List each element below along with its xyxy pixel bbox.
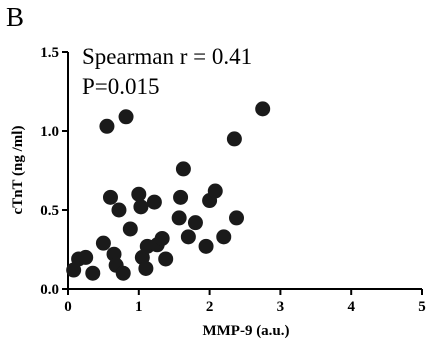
data-point [216, 229, 232, 245]
axes: 0 1 2 3 4 5 0.0 0.5 1.0 1.5 [40, 45, 426, 315]
y-tick-label: 1.0 [40, 124, 59, 140]
data-point [118, 109, 134, 125]
data-point [255, 101, 271, 117]
data-point [180, 229, 196, 245]
data-point [146, 194, 162, 210]
data-point [226, 131, 242, 147]
data-point [102, 189, 118, 205]
p-value-text: P=0.015 [82, 74, 160, 99]
data-point [95, 235, 111, 251]
data-point [158, 251, 174, 267]
x-tick-label: 4 [347, 299, 355, 315]
data-point [122, 221, 138, 237]
x-tick-label: 2 [206, 299, 214, 315]
x-tick-label: 5 [418, 299, 426, 315]
data-point [198, 238, 214, 254]
data-point [111, 202, 127, 218]
x-tick-label: 0 [64, 299, 72, 315]
x-axis-label: MMP-9 (a.u.) [202, 323, 289, 339]
data-point [115, 265, 131, 281]
spearman-r-text: Spearman r = 0.41 [82, 44, 252, 69]
data-point [85, 265, 101, 281]
y-axis-label: cTnT (ng /ml) [10, 126, 26, 215]
data-point [207, 183, 223, 199]
x-tick-label: 1 [135, 299, 143, 315]
data-point [173, 189, 189, 205]
panel-label: B [6, 2, 25, 32]
data-point [138, 260, 154, 276]
data-point [175, 161, 191, 177]
data-point [99, 118, 115, 134]
data-point [154, 230, 170, 246]
y-tick-label: 0.0 [40, 282, 59, 298]
y-tick-label: 1.5 [40, 45, 59, 61]
x-tick-label: 3 [277, 299, 285, 315]
data-points [66, 101, 271, 281]
data-point [171, 210, 187, 226]
data-point [131, 186, 147, 202]
data-point [133, 199, 149, 215]
data-point [78, 249, 94, 265]
data-point [229, 210, 245, 226]
data-point [187, 215, 203, 231]
y-tick-label: 0.5 [40, 203, 59, 219]
